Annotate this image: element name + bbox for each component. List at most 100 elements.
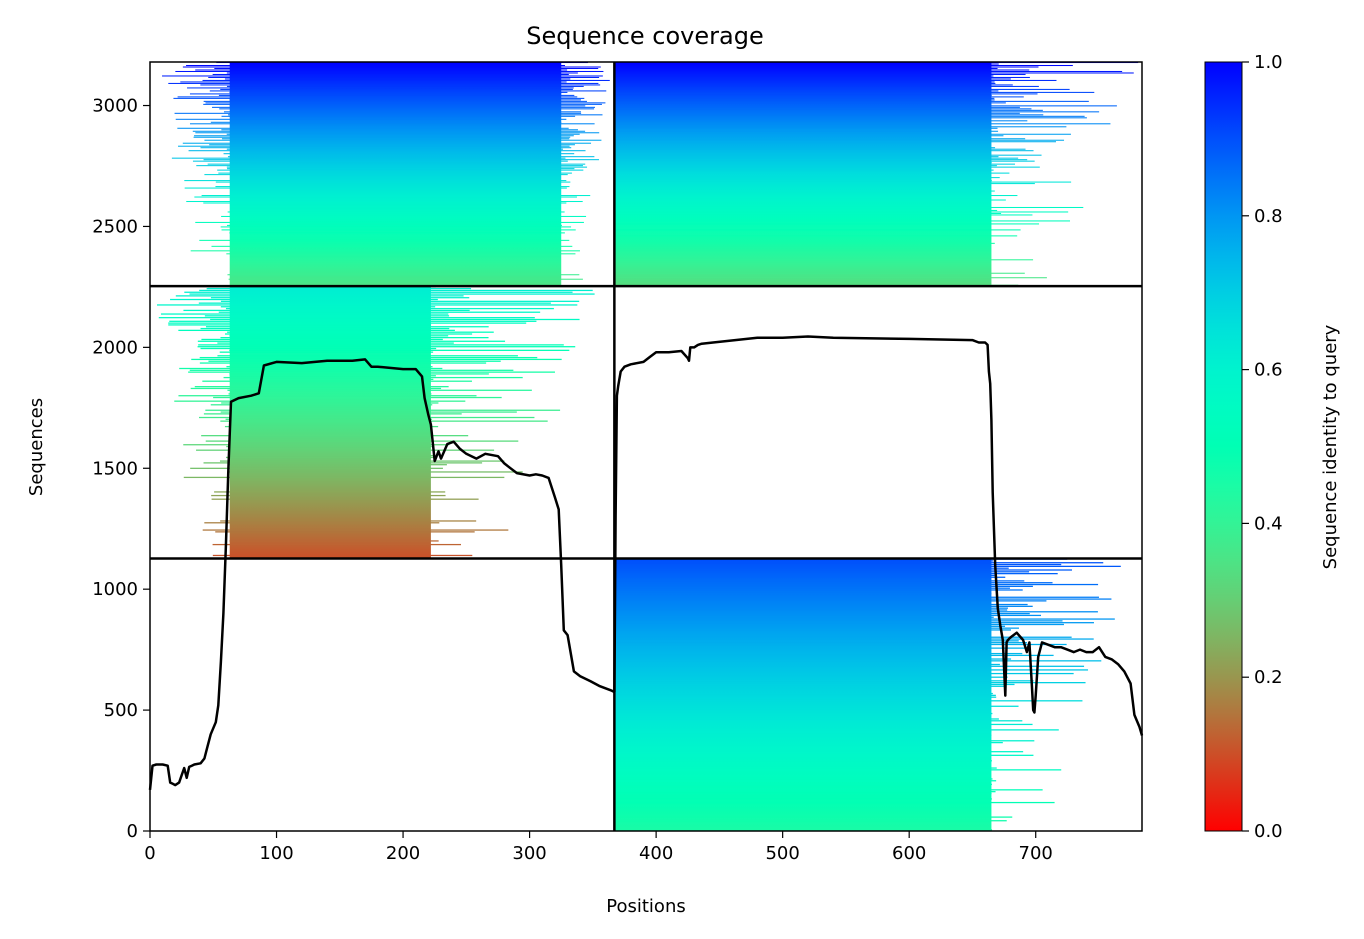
sequence-row xyxy=(614,683,1015,686)
sequence-row xyxy=(188,371,555,373)
sequence-row xyxy=(211,494,446,497)
sequence-row xyxy=(199,356,538,359)
sequence-row xyxy=(214,491,446,493)
sequence-row xyxy=(217,169,584,171)
coverage-block-top-right xyxy=(614,62,1139,287)
sequence-row xyxy=(614,211,1069,213)
sequence-row xyxy=(614,147,996,149)
sequence-row xyxy=(614,199,1006,201)
sequence-row xyxy=(614,91,1095,93)
sequence-row xyxy=(614,565,1121,568)
sequence-row xyxy=(158,317,535,319)
colorbar-ticks: 0.0 0.2 0.4 0.6 0.8 1.0 xyxy=(1242,52,1283,842)
sequence-row xyxy=(221,138,570,140)
sequence-row xyxy=(229,105,586,107)
sequence-row xyxy=(203,103,602,105)
sequence-row xyxy=(614,778,993,780)
sequence-row xyxy=(614,84,1013,86)
sequence-row xyxy=(614,572,1058,575)
sequence-row xyxy=(614,685,1006,687)
sequence-row xyxy=(614,90,999,92)
sequence-row xyxy=(614,96,1024,98)
sequence-row xyxy=(179,367,443,370)
y-tick-label: 0 xyxy=(127,821,138,842)
sequence-row xyxy=(229,378,434,381)
sequence-row xyxy=(614,63,999,65)
y-tick-label: 500 xyxy=(104,700,138,721)
sequence-row xyxy=(184,291,573,293)
sequence-row xyxy=(182,142,592,144)
sequence-row xyxy=(204,174,568,176)
sequence-row xyxy=(614,663,1000,666)
sequence-row xyxy=(614,88,1070,90)
sequence-row xyxy=(614,214,1033,216)
sequence-row xyxy=(614,740,1035,742)
sequence-row xyxy=(228,278,583,280)
sequence-row xyxy=(614,705,1019,707)
sequence-row xyxy=(614,115,1085,117)
x-tick-label: 0 xyxy=(144,843,155,864)
sequence-row xyxy=(221,115,576,117)
sequence-row xyxy=(223,153,575,155)
sequence-row xyxy=(220,300,580,302)
coverage-lines xyxy=(148,335,1144,791)
sequence-row xyxy=(213,396,502,399)
sequence-row xyxy=(226,72,578,74)
sequence-row xyxy=(225,418,433,420)
sequence-row xyxy=(614,165,997,167)
sequence-row xyxy=(188,150,586,152)
sequence-row xyxy=(189,93,562,95)
sequence-row xyxy=(177,127,569,129)
sequence-row xyxy=(614,589,1023,591)
sequence-row xyxy=(614,105,1117,107)
sequence-row xyxy=(218,311,541,313)
chart-title: Sequence coverage xyxy=(526,22,763,50)
sequence-row xyxy=(175,118,567,120)
sequence-row xyxy=(614,112,1020,114)
sequence-row xyxy=(220,336,489,339)
sequence-row xyxy=(614,611,1098,613)
sequence-row xyxy=(229,349,570,351)
sequence-row xyxy=(197,346,576,348)
sequence-row xyxy=(614,585,1033,587)
x-tick-label: 200 xyxy=(386,843,420,864)
sequence-row xyxy=(614,73,1026,76)
sequence-row xyxy=(156,304,578,306)
sequence-row xyxy=(229,540,439,542)
sequence-row xyxy=(614,126,1067,128)
sequence-row xyxy=(614,169,994,171)
sequence-row xyxy=(175,70,604,73)
sequence-row xyxy=(614,623,1064,626)
colorbar-tick-label: 0.2 xyxy=(1254,667,1283,688)
sequence-row xyxy=(192,130,586,132)
sequence-row xyxy=(203,413,462,415)
sequence-row xyxy=(614,560,994,562)
sequence-row xyxy=(614,108,1032,110)
sequence-row xyxy=(199,362,487,364)
colorbar-tick-label: 1.0 xyxy=(1254,52,1283,73)
sequence-row xyxy=(614,620,1063,622)
sequence-row xyxy=(614,571,1030,573)
sequence-row xyxy=(201,195,591,197)
sequence-row xyxy=(220,420,548,422)
sequence-row xyxy=(614,139,1065,141)
sequence-row xyxy=(177,96,578,98)
sequence-row xyxy=(614,612,1030,615)
sequence-row xyxy=(227,331,494,333)
sequence-row xyxy=(614,130,999,132)
sequence-row xyxy=(614,567,1009,569)
sequence-row xyxy=(219,108,595,110)
sequence-row xyxy=(180,81,567,83)
sequence-row xyxy=(614,235,1018,237)
sequence-row xyxy=(614,109,1043,111)
sequence-row xyxy=(614,592,992,595)
sequence-row xyxy=(174,400,466,402)
sequence-row xyxy=(614,177,1000,179)
sequence-row xyxy=(200,84,601,86)
sequence-row xyxy=(614,69,1030,71)
sequence-row xyxy=(229,91,568,93)
sequence-row xyxy=(614,94,992,96)
sequence-row xyxy=(224,333,473,335)
sequence-row xyxy=(160,313,449,315)
sequence-row xyxy=(227,114,603,116)
